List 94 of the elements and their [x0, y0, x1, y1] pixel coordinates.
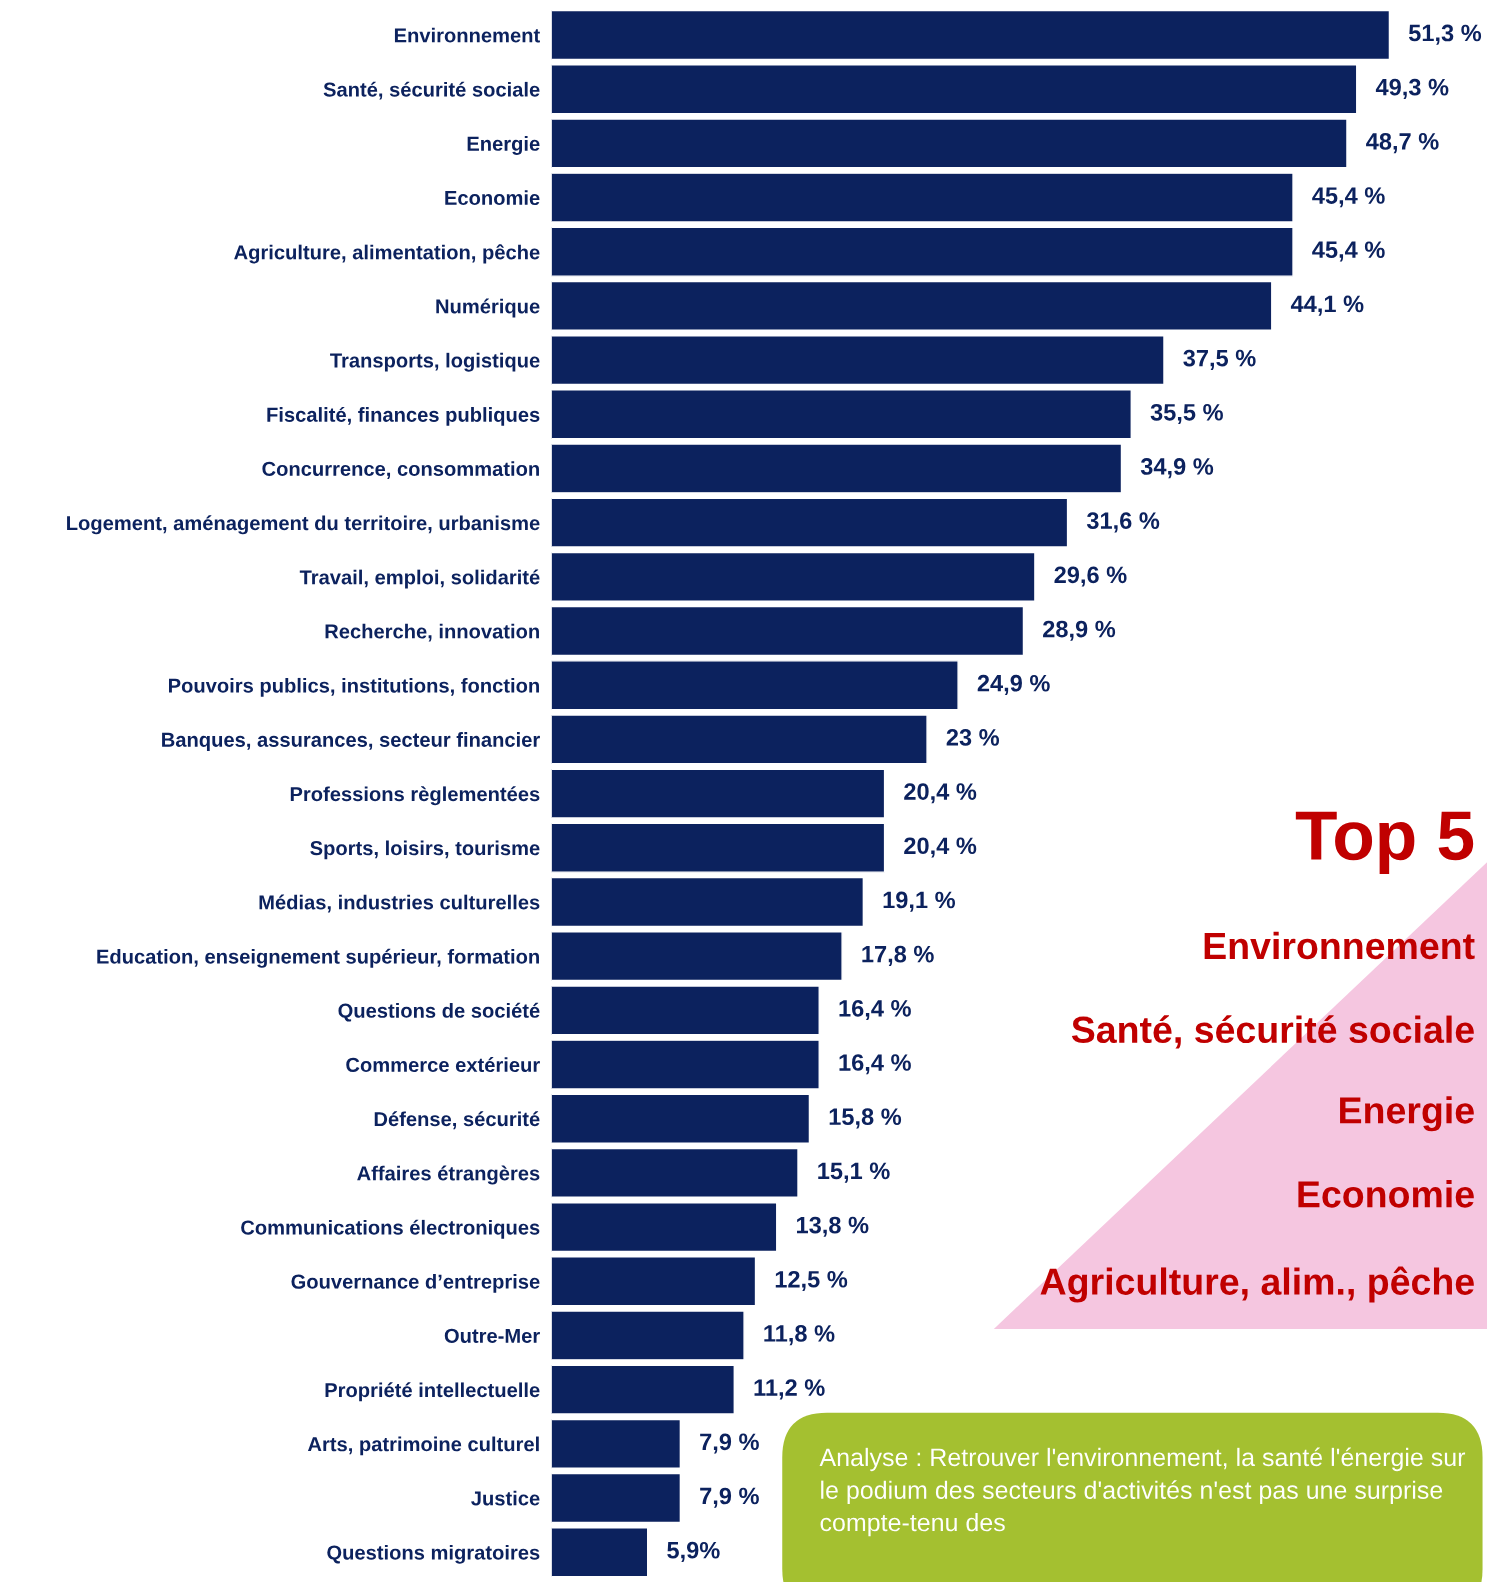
bar: [551, 822, 886, 873]
annotation: Agriculture, alim., pêche: [1040, 1266, 1474, 1303]
y-tick-label: Concurrence, consommation: [262, 461, 539, 479]
data-label: 48,7 %: [1366, 132, 1439, 154]
bar: [551, 1310, 745, 1361]
y-tick-label: Agriculture, alimentation, pêche: [234, 244, 540, 264]
bar: [551, 1147, 799, 1198]
data-label: 24,9 %: [977, 674, 1050, 695]
data-label: 20,4 %: [904, 837, 977, 858]
data-label: 29,6 %: [1054, 566, 1127, 587]
bar: [551, 389, 1132, 440]
data-label: 15,1 %: [818, 1162, 890, 1183]
bar: [551, 768, 886, 819]
y-tick-label: Pouvoirs publics, institutions, fonction: [169, 677, 539, 697]
data-label: 17,8 %: [862, 945, 934, 966]
data-label: 31,6 %: [1086, 512, 1160, 533]
data-label: 15,8 %: [829, 1108, 902, 1129]
y-tick-label: Justice: [471, 1490, 540, 1506]
data-label: 49,3 %: [1375, 78, 1449, 99]
bar: [551, 605, 1025, 657]
y-tick-label: Arts, patrimoine culturel: [307, 1436, 539, 1456]
data-label: 28,9 %: [1043, 620, 1116, 641]
data-label: 11,2 %: [754, 1379, 825, 1400]
y-tick-label: Environnement: [394, 27, 540, 43]
bar: [551, 714, 928, 765]
bar: [551, 280, 1273, 332]
bar: [551, 1418, 682, 1469]
data-label: 23 %: [946, 729, 1000, 746]
y-tick-label: Education, enseignement supérieur, formation: [97, 948, 539, 968]
data-label: 37,5 %: [1183, 349, 1256, 370]
y-tick-label: Affaires étrangères: [357, 1165, 540, 1185]
data-label: 7,9 %: [700, 1487, 759, 1508]
y-tick-label: Numérique: [436, 298, 540, 318]
data-label: 19,1 %: [883, 891, 956, 912]
bar: [551, 1256, 757, 1307]
data-label: 16,4 %: [839, 1054, 911, 1075]
data-label: 35,5 %: [1150, 403, 1223, 425]
data-label: 51,3 %: [1408, 24, 1482, 45]
bar: [551, 1364, 735, 1415]
y-tick-label: Questions migratoires: [327, 1544, 540, 1564]
bar: [551, 443, 1123, 494]
data-label: 13,8 %: [797, 1216, 869, 1237]
y-tick-label: Transports, logistique: [330, 352, 540, 372]
bar: [551, 660, 959, 711]
bar: [551, 226, 1294, 277]
bar: [551, 118, 1348, 169]
y-tick-label: Sports, loisirs, tourisme: [310, 840, 540, 860]
y-tick-label: Travail, emploi, solidarité: [299, 569, 540, 589]
y-tick-label: Gouvernance d’entreprise: [291, 1273, 540, 1293]
data-label: 45,4 %: [1312, 187, 1385, 208]
annotation: Energie: [1340, 1096, 1474, 1132]
bar: [551, 64, 1358, 115]
bar: [551, 172, 1294, 223]
bar: [551, 985, 820, 1036]
y-tick-label: Propriété intellectuelle: [325, 1382, 540, 1402]
y-tick-label: Communications électroniques: [241, 1219, 540, 1239]
y-tick-label: Professions règlementées: [290, 786, 540, 806]
bar: [551, 335, 1165, 386]
data-label: 44,1 %: [1290, 295, 1364, 316]
data-label: 7,9 %: [700, 1433, 759, 1454]
y-tick-label: Défense, sécurité: [374, 1111, 540, 1130]
data-label: 20,4 %: [904, 783, 977, 804]
annotation: Environnement: [1204, 931, 1475, 960]
y-tick-label: Logement, aménagement du territoire, urbanisme: [67, 515, 540, 535]
data-label: 16,4 %: [839, 999, 911, 1021]
bar: [551, 551, 1036, 602]
bar: [551, 931, 843, 982]
y-tick-label: Santé, sécurité sociale: [323, 81, 540, 100]
data-label: 34,9 %: [1140, 458, 1214, 479]
y-tick-label: Energie: [467, 136, 540, 155]
bar: [551, 497, 1069, 548]
bar: [551, 876, 865, 928]
y-tick-label: Questions de société: [338, 1002, 540, 1022]
bar: [551, 1472, 682, 1524]
bar: [551, 1527, 649, 1578]
y-tick-label: Outre-Mer: [444, 1328, 540, 1343]
annotation: Economie: [1298, 1180, 1474, 1208]
data-label: 5,9%: [667, 1541, 720, 1562]
data-label: 45,4 %: [1312, 241, 1385, 262]
annotation: Top 5: [1295, 811, 1474, 874]
annotation: Santé, sécurité sociale: [1071, 1015, 1474, 1049]
data-label: 11,8 %: [764, 1325, 835, 1346]
bar: [551, 1093, 811, 1144]
bar: [551, 1039, 820, 1090]
y-tick-label: Fiscalité, finances publiques: [267, 406, 540, 426]
annotation: Analyse : Retrouver l'environnement, la santé l'énergie sur le podium des secteurs d'activités n'est pas une surprise compte-tenu des: [819, 1447, 1466, 1537]
y-tick-label: Médias, industries culturelles: [259, 894, 540, 913]
y-tick-label: Recherche, innovation: [325, 623, 539, 642]
y-tick-label: Commerce extérieur: [346, 1057, 540, 1073]
bar: [551, 9, 1391, 61]
y-tick-label: Banques, assurances, secteur financier: [162, 732, 540, 751]
data-label: 12,5 %: [775, 1270, 848, 1292]
y-tick-label: Economie: [445, 190, 540, 206]
bar: [551, 1202, 778, 1253]
